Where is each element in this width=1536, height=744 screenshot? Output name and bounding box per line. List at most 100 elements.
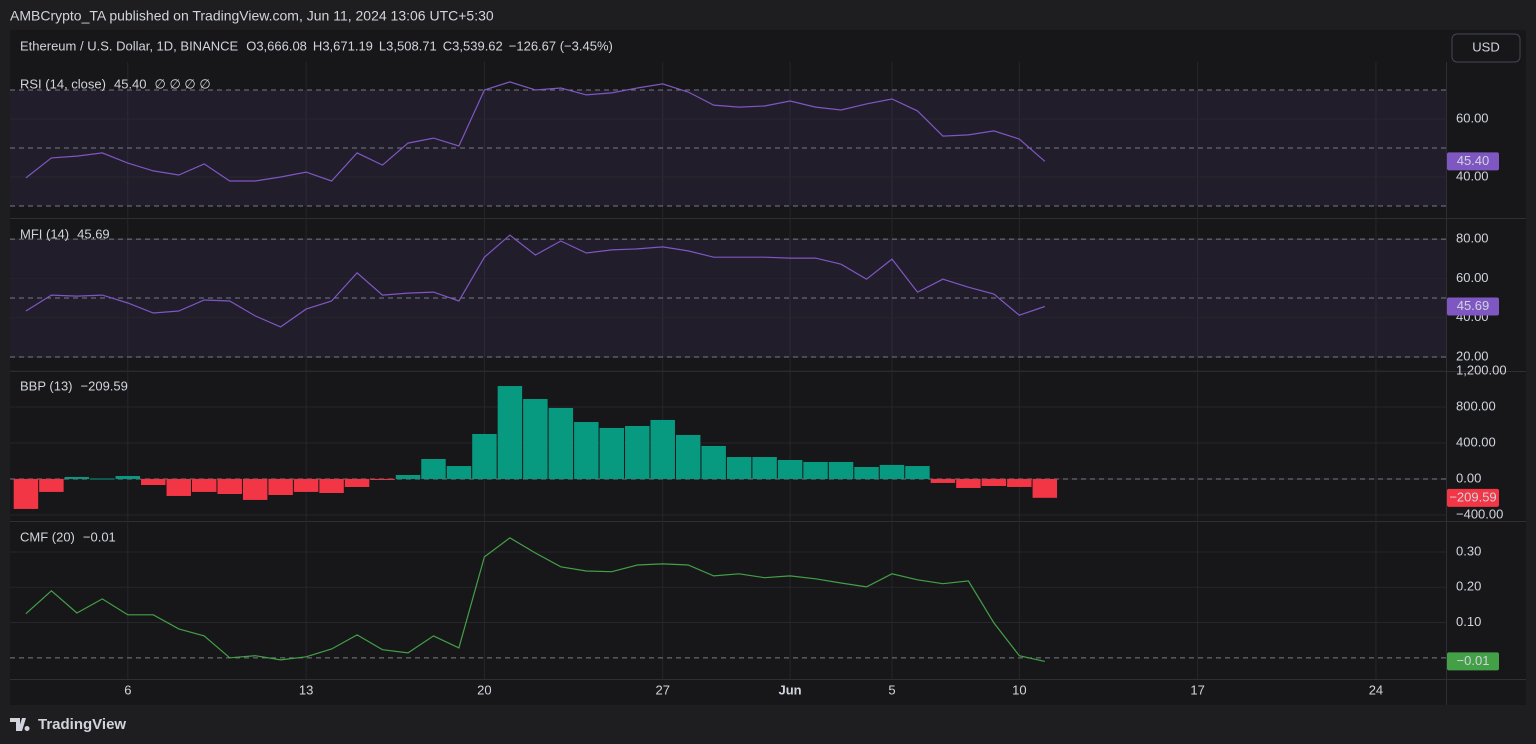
x-tick-label: 20: [477, 682, 491, 697]
chart-area: [10, 30, 1526, 705]
plot-layer: 6 13 20 27 Jun 5 10 17 24 40.00 60.00 RSI (14, clos…: [10, 62, 1507, 697]
bar: [854, 467, 879, 479]
bar: [548, 407, 574, 479]
x-tick-label: Jun: [779, 682, 802, 697]
bar: [625, 425, 650, 479]
bar: [574, 422, 599, 479]
indicator-title: BBP (13): [20, 378, 73, 393]
bar: [905, 466, 930, 479]
logo-shape: [10, 718, 30, 731]
y-tick-label: 40.00: [1456, 168, 1489, 183]
y-tick-label: 1,200.00: [1456, 362, 1507, 377]
currency-button[interactable]: [1451, 33, 1521, 63]
brand-name: TradingView: [38, 716, 126, 733]
bar: [803, 461, 828, 479]
last-value-label: −0.01: [1457, 653, 1490, 668]
indicator-line: [25, 234, 1045, 328]
bar: [726, 457, 752, 479]
y-tick-label: 400.00: [1456, 434, 1496, 449]
ohlc-key: C: [443, 38, 452, 53]
bar: [13, 478, 39, 509]
bar: [39, 478, 64, 492]
y-tick-label: −400.00: [1456, 506, 1503, 521]
indicator-title: MFI (14): [20, 226, 69, 241]
x-tick-label: 13: [299, 682, 313, 697]
indicator-flags: ∅ ∅ ∅ ∅: [155, 76, 211, 91]
x-tick-label: 10: [1012, 682, 1026, 697]
indicator-value: 45.69: [77, 226, 110, 241]
indicator-title: CMF (20): [20, 529, 75, 544]
y-tick-label: 0.30: [1456, 543, 1481, 558]
y-tick-label: 20.00: [1456, 348, 1489, 363]
bar: [446, 466, 472, 479]
bar: [599, 427, 625, 479]
price-change: −126.67 (−3.45%): [509, 38, 613, 53]
bar: [370, 478, 395, 480]
bar: [981, 478, 1007, 486]
x-tick-label: 6: [124, 682, 131, 697]
bar: [90, 478, 115, 480]
ohlc-value: 3,508.71: [386, 38, 437, 53]
bar: [395, 475, 421, 479]
level-band: [10, 90, 1446, 206]
ohlc-value: 3,671.19: [322, 38, 373, 53]
last-value-badge: [1447, 297, 1499, 316]
symbol-name: Ethereum / U.S. Dollar, 1D, BINANCE: [20, 38, 239, 53]
bar: [752, 457, 777, 479]
ohlc-value: 3,666.08: [256, 38, 307, 53]
bar: [421, 459, 446, 479]
bar: [115, 476, 141, 479]
bar: [191, 478, 217, 492]
bar: [64, 476, 90, 479]
ohlc-key: H: [313, 38, 322, 53]
last-value-label: 45.40: [1457, 153, 1490, 168]
bar: [675, 434, 701, 479]
bar: [293, 478, 319, 492]
bar: [523, 398, 548, 479]
last-value-badge: [1447, 488, 1499, 507]
bar: [1007, 478, 1032, 487]
indicator-value: −209.59: [81, 378, 128, 393]
indicator-value: 45.40: [114, 76, 147, 91]
level-band: [10, 239, 1446, 358]
bar: [166, 478, 191, 496]
bar: [879, 464, 905, 479]
bar: [319, 478, 344, 494]
bar: [141, 478, 166, 486]
bar: [701, 445, 726, 479]
ohlc-key: L: [379, 38, 386, 53]
bar: [268, 478, 293, 495]
y-tick-label: 0.00: [1456, 470, 1481, 485]
indicator-title: RSI (14, close): [20, 76, 106, 91]
y-tick-label: 60.00: [1456, 110, 1489, 125]
currency-label: USD: [1472, 39, 1499, 54]
ohlc-key: O: [246, 38, 256, 53]
bar: [497, 386, 523, 479]
published-line: AMBCrypto_TA published on TradingView.co…: [10, 8, 494, 24]
x-tick-label: 24: [1369, 682, 1383, 697]
indicator-value: −0.01: [83, 529, 116, 544]
bar: [1032, 478, 1058, 498]
y-tick-label: 800.00: [1456, 398, 1496, 413]
x-tick-label: 17: [1190, 682, 1204, 697]
last-value-label: −209.59: [1449, 489, 1496, 504]
last-value-badge: [1447, 152, 1499, 171]
last-value-label: 45.69: [1457, 298, 1490, 313]
bar: [956, 478, 981, 488]
bar: [777, 459, 803, 479]
x-tick-label: 27: [655, 682, 669, 697]
ohlc-value: 3,539.62: [452, 38, 503, 53]
bar: [828, 461, 854, 479]
bar: [472, 433, 497, 479]
bar: [242, 478, 268, 500]
y-tick-label: 80.00: [1456, 231, 1489, 246]
bar: [650, 419, 675, 479]
y-tick-label: 60.00: [1456, 270, 1489, 285]
x-tick-label: 5: [888, 682, 895, 697]
indicator-line: [25, 537, 1045, 662]
bar: [344, 478, 370, 487]
brand-logo: [10, 718, 30, 731]
last-value-badge: [1447, 652, 1499, 671]
